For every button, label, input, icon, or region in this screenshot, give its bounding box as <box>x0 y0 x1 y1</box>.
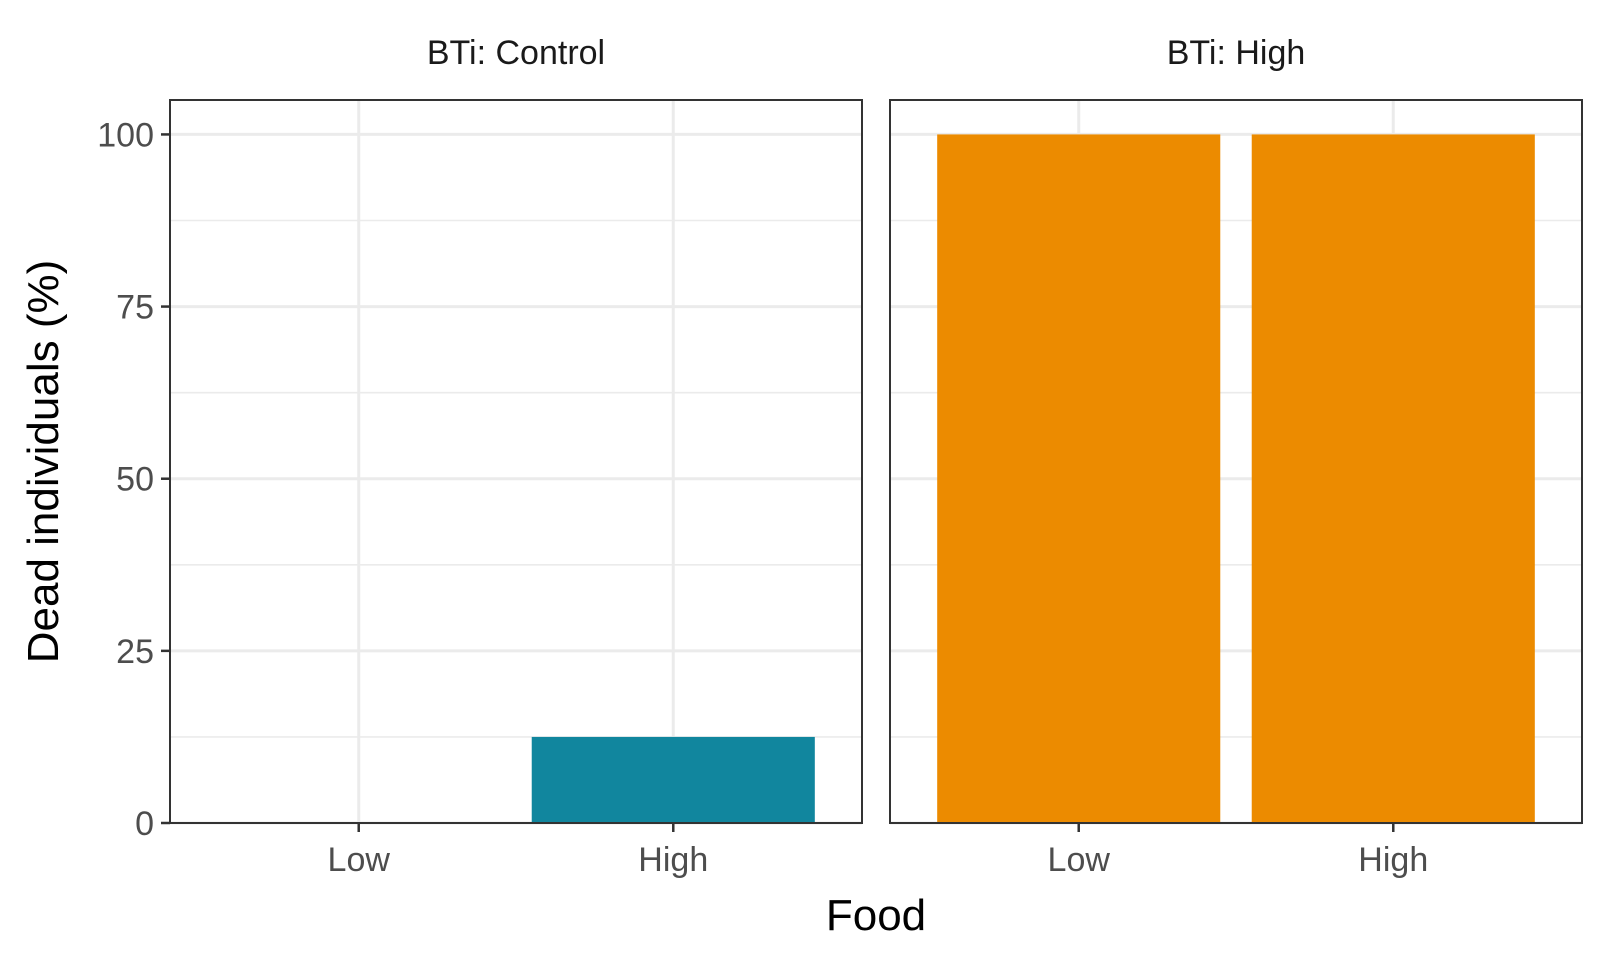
panel-2: BTi: High Low High <box>889 34 1583 879</box>
x-tick-label: High <box>1358 841 1428 879</box>
y-tick-label: 25 <box>116 633 154 671</box>
panel-border <box>889 99 1583 824</box>
y-tick-label: 75 <box>116 289 154 327</box>
panel-1: BTi: Control Low High 0 25 50 75 100 <box>97 34 863 879</box>
y-axis-title: Dead individuals (%) <box>19 260 68 664</box>
x-tick-label: Low <box>328 841 391 879</box>
panel-border <box>169 99 863 824</box>
x-tick-label: Low <box>1048 841 1111 879</box>
panel-title: BTi: Control <box>427 34 605 72</box>
panel-title: BTi: High <box>1167 34 1306 72</box>
bar-high <box>531 736 815 823</box>
x-axis-title: Food <box>826 891 926 940</box>
y-tick-label: 100 <box>97 116 154 154</box>
y-tick-label: 50 <box>116 461 154 499</box>
bar-low <box>937 134 1221 823</box>
bar-high <box>1251 134 1535 823</box>
panels: BTi: Control Low High 0 25 50 75 100 BTi: High Lo… <box>97 34 1583 879</box>
x-tick-label: High <box>638 841 708 879</box>
y-tick-label: 0 <box>135 805 154 843</box>
